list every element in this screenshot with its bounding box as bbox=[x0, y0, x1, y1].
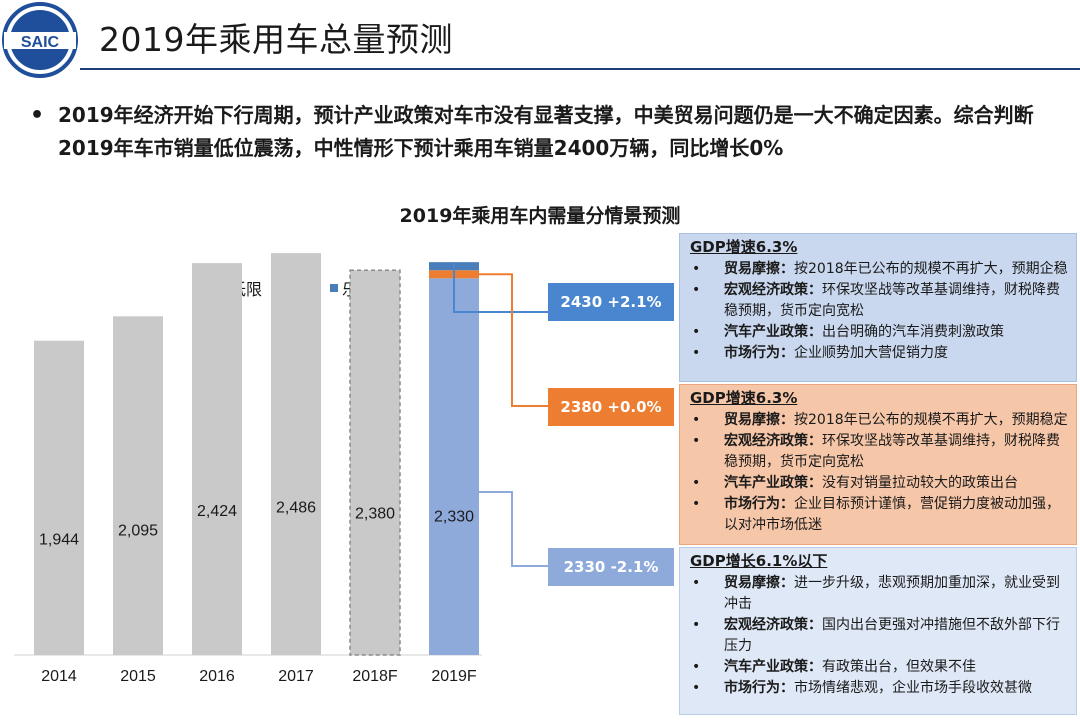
data-label-2014: 1,944 bbox=[39, 532, 79, 549]
item-key: 宏观经济政策： bbox=[724, 433, 822, 449]
tick-label-2019F: 2019F bbox=[431, 668, 477, 685]
item-text: 企业目标预计谨慎，营促销力度被动加强，以对冲市场低迷 bbox=[724, 496, 1060, 533]
data-label-2015: 2,095 bbox=[118, 523, 158, 540]
scenario-panel-optimistic: GDP增速6.3% 贸易摩擦：按2018年已公布的规模不再扩大，预期企稳 宏观经… bbox=[679, 233, 1077, 382]
tick-label-2014: 2014 bbox=[41, 668, 77, 685]
connector-low bbox=[479, 491, 548, 567]
list-item: 市场行为：市场情绪悲观，企业市场手段收效甚微 bbox=[690, 678, 1070, 699]
list-item: 宏观经济政策：环保攻坚战等改革基调维持，财税降费稳预期，货币定向宽松 bbox=[690, 280, 1070, 322]
item-text: 有政策出台，但效果不佳 bbox=[822, 659, 976, 675]
item-text: 环保攻坚战等改革基调维持，财税降费稳预期，货币定向宽松 bbox=[724, 433, 1060, 470]
saic-logo: SAIC bbox=[2, 2, 78, 78]
item-text: 企业顺势加大营促销力度 bbox=[794, 345, 948, 361]
list-item: 市场行为：企业目标预计谨慎，营促销力度被动加强，以对冲市场低迷 bbox=[690, 494, 1070, 536]
legend-swatch-optimistic bbox=[330, 284, 339, 292]
bar-2019F-low bbox=[429, 278, 479, 655]
bar-2016 bbox=[192, 263, 242, 655]
item-key: 汽车产业政策： bbox=[724, 659, 822, 675]
item-key: 宏观经济政策： bbox=[724, 617, 822, 633]
scenario-box-optimistic: 2430 +2.1% bbox=[548, 283, 674, 321]
connector-optimistic bbox=[453, 262, 548, 313]
panel-list-low: 贸易摩擦：进一步升级，悲观预期加重加深，就业受到冲击 宏观经济政策：国内出台更强… bbox=[690, 573, 1070, 699]
item-key: 市场行为： bbox=[724, 680, 794, 696]
data-label-2016: 2,424 bbox=[197, 503, 237, 520]
item-key: 汽车产业政策： bbox=[724, 324, 822, 340]
list-item: 宏观经济政策：环保攻坚战等改革基调维持，财税降费稳预期，货币定向宽松 bbox=[690, 431, 1070, 473]
tick-label-2015: 2015 bbox=[120, 668, 156, 685]
bar-2017 bbox=[271, 253, 321, 655]
data-label-2018F: 2,380 bbox=[355, 506, 395, 523]
panel-head-optimistic: GDP增速6.3% bbox=[690, 238, 798, 256]
item-text: 按2018年已公布的规模不再扩大，预期稳定 bbox=[794, 412, 1068, 428]
item-text: 环保攻坚战等改革基调维持，财税降费稳预期，货币定向宽松 bbox=[724, 282, 1060, 319]
list-item: 汽车产业政策：没有对销量拉动较大的政策出台 bbox=[690, 473, 1070, 494]
item-text: 市场情绪悲观，企业市场手段收效甚微 bbox=[794, 680, 1032, 696]
item-key: 宏观经济政策： bbox=[724, 282, 822, 298]
page-title: 2019年乘用车总量预测 bbox=[99, 20, 453, 59]
bullet-dot: • bbox=[30, 103, 45, 128]
list-item: 贸易摩擦：按2018年已公布的规模不再扩大，预期稳定 bbox=[690, 410, 1070, 431]
item-text: 按2018年已公布的规模不再扩大，预期企稳 bbox=[794, 261, 1068, 277]
bar-2018F bbox=[349, 269, 401, 656]
chart-title: 2019年乘用车内需量分情景预测 bbox=[399, 205, 681, 227]
scenario-box-low: 2330 -2.1% bbox=[548, 548, 674, 586]
item-key: 汽车产业政策： bbox=[724, 475, 822, 491]
summary-text: 2019年经济开始下行周期，预计产业政策对车市没有显著支撑，中美贸易问题仍是一大… bbox=[58, 103, 1034, 160]
item-text: 国内出台更强对冲措施但不敌外部下行压力 bbox=[724, 617, 1060, 654]
bar-2014 bbox=[34, 340, 84, 655]
panel-head-neutral: GDP增速6.3% bbox=[690, 389, 798, 407]
list-item: 汽车产业政策：有政策出台，但效果不佳 bbox=[690, 657, 1070, 678]
data-label-2019F: 2,330 bbox=[434, 509, 474, 526]
summary-bullet: • 2019年经济开始下行周期，预计产业政策对车市没有显著支撑，中美贸易问题仍是… bbox=[30, 99, 1060, 165]
title-divider bbox=[80, 68, 1080, 70]
scenario-panel-low: GDP增长6.1%以下 贸易摩擦：进一步升级，悲观预期加重加深，就业受到冲击 宏… bbox=[679, 547, 1077, 715]
item-key: 贸易摩擦： bbox=[724, 261, 794, 277]
scenario-panel-neutral: GDP增速6.3% 贸易摩擦：按2018年已公布的规模不再扩大，预期稳定 宏观经… bbox=[679, 384, 1077, 545]
list-item: 贸易摩擦：按2018年已公布的规模不再扩大，预期企稳 bbox=[690, 259, 1070, 280]
panel-list-optimistic: 贸易摩擦：按2018年已公布的规模不再扩大，预期企稳 宏观经济政策：环保攻坚战等… bbox=[690, 259, 1070, 364]
panel-list-neutral: 贸易摩擦：按2018年已公布的规模不再扩大，预期稳定 宏观经济政策：环保攻坚战等… bbox=[690, 410, 1070, 536]
list-item: 宏观经济政策：国内出台更强对冲措施但不敌外部下行压力 bbox=[690, 615, 1070, 657]
logo-text: SAIC bbox=[21, 34, 60, 51]
list-item: 市场行为：企业顺势加大营促销力度 bbox=[690, 343, 1070, 364]
scenario-box-neutral: 2380 +0.0% bbox=[548, 388, 674, 426]
item-text: 出台明确的汽车消费刺激政策 bbox=[822, 324, 1004, 340]
list-item: 汽车产业政策：出台明确的汽车消费刺激政策 bbox=[690, 322, 1070, 343]
item-key: 市场行为： bbox=[724, 345, 794, 361]
tick-label-2016: 2016 bbox=[199, 668, 235, 685]
item-key: 贸易摩擦： bbox=[724, 575, 794, 591]
list-item: 贸易摩擦：进一步升级，悲观预期加重加深，就业受到冲击 bbox=[690, 573, 1070, 615]
data-label-2017: 2,486 bbox=[276, 499, 316, 516]
item-key: 贸易摩擦： bbox=[724, 412, 794, 428]
tick-label-2017: 2017 bbox=[278, 668, 314, 685]
bar-2015 bbox=[113, 316, 163, 655]
item-text: 进一步升级，悲观预期加重加深，就业受到冲击 bbox=[724, 575, 1060, 612]
item-key: 市场行为： bbox=[724, 496, 794, 512]
panel-head-low: GDP增长6.1%以下 bbox=[690, 552, 828, 570]
header: SAIC 2019年乘用车总量预测 bbox=[0, 0, 1080, 78]
item-text: 没有对销量拉动较大的政策出台 bbox=[822, 475, 1018, 491]
tick-label-2018F: 2018F bbox=[352, 668, 398, 685]
connector-neutral bbox=[479, 273, 548, 407]
